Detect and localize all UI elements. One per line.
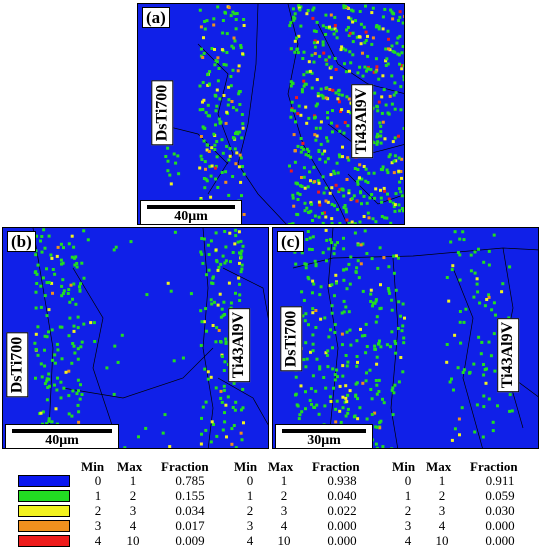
- legend-b-max-0: 1: [280, 473, 288, 488]
- legend-c-max-3: 4: [438, 518, 446, 533]
- legend-a-fraction-3: 0.017: [175, 518, 205, 533]
- legend-swatch-1: [18, 490, 70, 502]
- legend-c-max-2: 3: [438, 503, 446, 518]
- panel-c-map: [292, 228, 538, 448]
- legend-c-fraction-2: 0.030: [485, 503, 515, 518]
- legend-a-min-2: 2: [94, 503, 102, 518]
- panel-b-left-alloy: DsTi700: [6, 332, 29, 398]
- panel-a: (a) DsTi700 Ti43Al9V 40μm: [137, 3, 405, 225]
- legend-c-min-1: 1: [404, 488, 412, 503]
- legend-b-min-1: 1: [246, 488, 254, 503]
- legend-a-fraction-header: Fraction: [161, 459, 209, 474]
- legend-a-fraction-1: 0.155: [175, 488, 205, 503]
- panel-c-scale-bar: 30μm: [275, 424, 373, 448]
- legend-b-max-1: 2: [280, 488, 288, 503]
- legend-a-min-3: 3: [94, 518, 102, 533]
- legend-c-fraction-3: 0.000: [485, 518, 515, 533]
- legend-a-max-4: 10: [126, 533, 140, 548]
- legend-c-max-4: 10: [435, 533, 449, 548]
- panel-a-right-alloy: Ti43Al9V: [351, 83, 374, 159]
- legend-a-fraction-2: 0.034: [175, 503, 205, 518]
- legend-b-min-3: 3: [246, 518, 254, 533]
- panel-b: (b) DsTi700 Ti43Al9V 40μm: [2, 227, 269, 449]
- legend-c-min-0: 0: [404, 473, 412, 488]
- panel-b-scale-label: 40μm: [45, 433, 79, 448]
- legend-b-max-3: 4: [280, 518, 288, 533]
- panel-a-scale-label: 40μm: [174, 209, 208, 224]
- panel-a-scale-bar: 40μm: [140, 200, 242, 224]
- legend-a-min-header: Min: [81, 459, 105, 474]
- legend-c-min-3: 3: [404, 518, 412, 533]
- legend-b-max-2: 3: [280, 503, 288, 518]
- panel-a-map: [157, 4, 404, 224]
- legend-a-max-0: 1: [129, 473, 137, 488]
- legend-a-min-1: 1: [94, 488, 102, 503]
- legend-a-min-4: 4: [94, 533, 102, 548]
- legend-b-max-4: 10: [277, 533, 291, 548]
- legend-b-fraction-0: 0.938: [327, 473, 357, 488]
- legend-c-fraction-1: 0.059: [485, 488, 515, 503]
- legend-swatch-2: [18, 505, 70, 517]
- panel-c-scale-label: 30μm: [307, 433, 341, 448]
- panel-c: (c) DsTi700 Ti43Al9V 30μm: [272, 227, 539, 449]
- legend-c-min-2: 2: [404, 503, 412, 518]
- legend-c-min-4: 4: [404, 533, 412, 548]
- legend-c-max-header: Max: [426, 459, 452, 474]
- panel-b-scale-bar: 40μm: [5, 424, 119, 448]
- legend-a-min-0: 0: [94, 473, 102, 488]
- legend-c-fraction-4: 0.000: [485, 533, 515, 548]
- legend-c-max-0: 1: [438, 473, 446, 488]
- legend-b-max-header: Max: [268, 459, 294, 474]
- panel-a-left-alloy: DsTi700: [151, 80, 174, 146]
- legend-c-fraction-header: Fraction: [470, 459, 518, 474]
- legend-c-min-header: Min: [392, 459, 416, 474]
- legend-b-min-header: Min: [234, 459, 258, 474]
- panel-b-label: (b): [7, 231, 36, 252]
- legend-b-fraction-4: 0.000: [327, 533, 357, 548]
- legend-b-fraction-header: Fraction: [312, 459, 360, 474]
- legend-b-min-0: 0: [246, 473, 254, 488]
- legend-a-fraction-0: 0.785: [175, 473, 205, 488]
- legend-a-max-header: Max: [117, 459, 143, 474]
- panel-c-label: (c): [277, 231, 304, 252]
- panel-c-right-alloy: Ti43Al9V: [497, 317, 520, 393]
- legend-c-fraction-0: 0.911: [485, 473, 515, 488]
- panel-c-left-alloy: DsTi700: [280, 306, 303, 372]
- legend-a-max-3: 4: [129, 518, 137, 533]
- legend-swatch-4: [18, 535, 70, 547]
- legend-a-max-1: 2: [129, 488, 137, 503]
- legend-c-max-1: 2: [438, 488, 446, 503]
- legend-b-min-4: 4: [246, 533, 254, 548]
- legend-a-max-2: 3: [129, 503, 137, 518]
- panel-b-right-alloy: Ti43Al9V: [228, 307, 251, 383]
- panel-a-label: (a): [142, 7, 170, 28]
- legend-swatch-0: [18, 475, 70, 487]
- legend-b-fraction-2: 0.022: [327, 503, 357, 518]
- legend-b-min-2: 2: [246, 503, 254, 518]
- legend-b-fraction-1: 0.040: [327, 488, 357, 503]
- legend-a-fraction-4: 0.009: [175, 533, 205, 548]
- legend-b-fraction-3: 0.000: [327, 518, 357, 533]
- legend-swatch-3: [18, 520, 70, 532]
